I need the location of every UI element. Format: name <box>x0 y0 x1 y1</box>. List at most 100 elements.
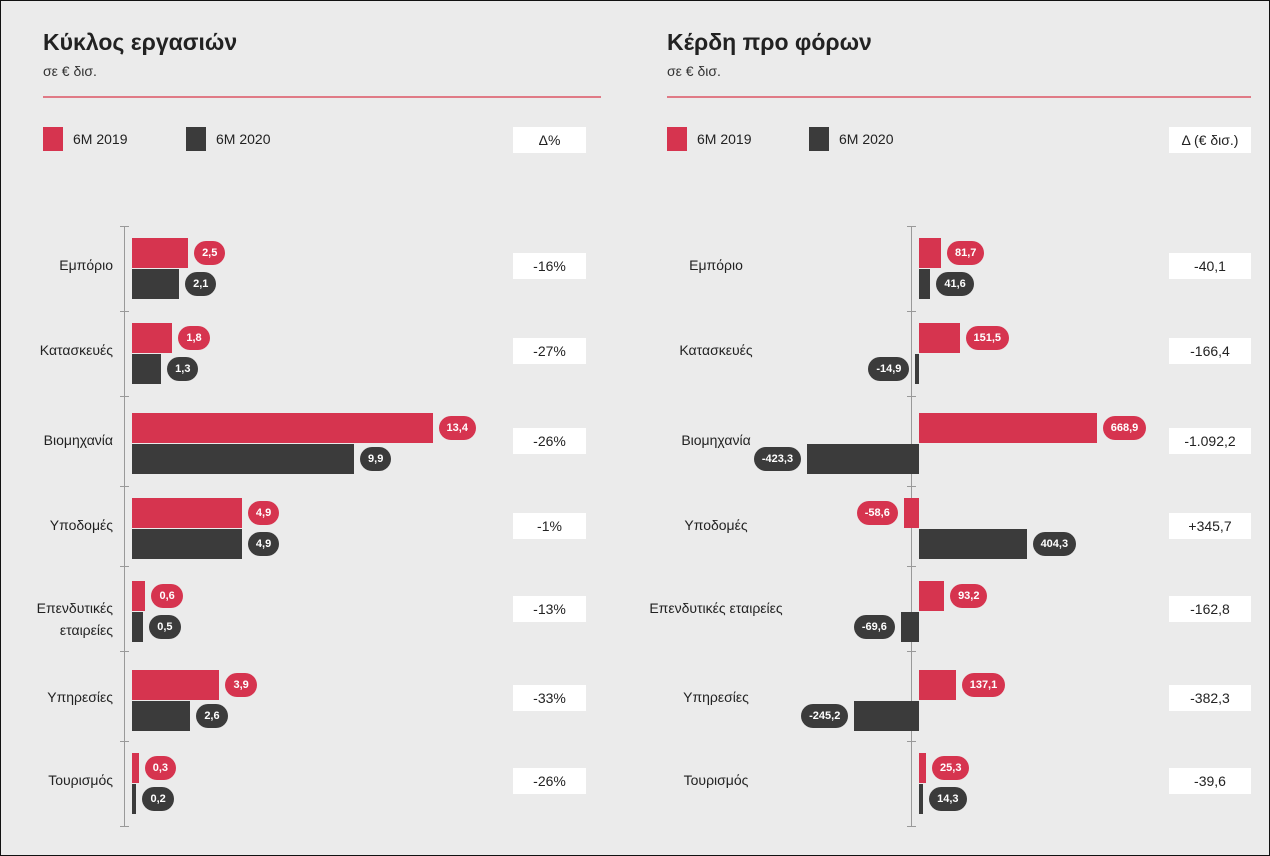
category-label: Βιομηχανία <box>43 432 113 448</box>
delta-box: -162,8 <box>1169 596 1251 622</box>
delta-box: -1.092,2 <box>1169 428 1251 454</box>
category-label: Υπηρεσίες <box>47 689 113 705</box>
value-label: -245,2 <box>801 704 849 728</box>
delta-box: -26% <box>513 428 586 454</box>
value-label: 2,6 <box>196 704 228 728</box>
value-label: 2,5 <box>194 241 226 265</box>
value-label: 4,9 <box>247 532 280 556</box>
value-label: 93,2 <box>950 584 988 608</box>
legend-label: 6M 2019 <box>73 131 128 147</box>
category-label: Υποδομές <box>684 517 748 533</box>
value-label: 151,5 <box>965 326 1010 350</box>
category-label: Υποδομές <box>49 517 113 533</box>
bar <box>132 753 139 783</box>
bar <box>919 581 945 611</box>
axis-tick <box>907 651 916 652</box>
chart-title: Κέρδη προ φόρων <box>667 29 872 55</box>
delta-box: -40,1 <box>1169 253 1251 279</box>
axis-tick <box>120 826 129 827</box>
axis-tick <box>120 311 129 312</box>
value-label: -14,9 <box>868 357 910 381</box>
bar <box>919 323 960 353</box>
delta-box: -26% <box>513 768 586 794</box>
category-label: Υπηρεσίες <box>683 689 749 705</box>
axis-tick <box>120 566 129 567</box>
category-label: Τουρισμός <box>48 772 113 788</box>
value-label: 137,1 <box>961 673 1006 697</box>
delta-box: -33% <box>513 685 586 711</box>
bar <box>919 238 941 268</box>
axis-tick <box>120 651 129 652</box>
bar <box>132 670 220 700</box>
bar <box>854 701 920 731</box>
bar <box>132 413 433 443</box>
value-label: 0,5 <box>149 615 181 639</box>
value-label: 404,3 <box>1032 532 1077 556</box>
value-label: 9,9 <box>360 447 392 471</box>
value-label: 4,9 <box>247 501 280 525</box>
bar <box>132 498 242 528</box>
delta-box: -13% <box>513 596 586 622</box>
delta-box: -166,4 <box>1169 338 1251 364</box>
delta-box: -382,3 <box>1169 685 1251 711</box>
bar <box>132 784 137 814</box>
bar <box>903 498 920 528</box>
axis-tick <box>907 486 916 487</box>
value-label: 668,9 <box>1102 416 1147 440</box>
legend-label: 6M 2019 <box>697 131 752 147</box>
delta-box: -1% <box>513 513 586 539</box>
value-label: 0,3 <box>144 756 177 780</box>
bar <box>919 784 924 814</box>
bar <box>919 670 956 700</box>
bar <box>919 753 927 783</box>
value-label: 1,3 <box>167 357 199 381</box>
bar <box>132 612 144 642</box>
bar <box>132 444 355 474</box>
delta-box: -16% <box>513 253 586 279</box>
value-label: 13,4 <box>438 416 476 440</box>
legend-swatch <box>809 127 829 151</box>
delta-header: Δ% <box>513 127 586 153</box>
bar <box>807 444 920 474</box>
delta-box: +345,7 <box>1169 513 1251 539</box>
axis-tick <box>907 566 916 567</box>
axis-tick <box>907 396 916 397</box>
delta-header: Δ (€ δισ.) <box>1169 127 1251 153</box>
legend-swatch <box>43 127 63 151</box>
category-label: Επενδυτικές εταιρείες <box>649 600 783 616</box>
title-rule <box>667 96 1251 98</box>
value-label: 41,6 <box>936 272 974 296</box>
bar <box>915 354 920 384</box>
chart-subtitle: σε € δισ. <box>43 63 97 79</box>
category-label: Εμπόριο <box>59 257 113 273</box>
value-label: 25,3 <box>932 756 970 780</box>
chart-title: Κύκλος εργασιών <box>43 29 238 55</box>
bar <box>132 581 146 611</box>
legend-swatch <box>186 127 206 151</box>
axis-tick <box>907 226 916 227</box>
value-label: 1,8 <box>178 326 210 350</box>
value-label: 0,6 <box>151 584 183 608</box>
category-label: Τουρισμός <box>683 772 749 788</box>
category-label: Επενδυτικές εταιρείες <box>36 600 113 638</box>
axis-tick <box>120 741 129 742</box>
value-label: -69,6 <box>853 615 895 639</box>
value-label: -423,3 <box>753 447 802 471</box>
legend-swatch <box>667 127 687 151</box>
value-label: -58,6 <box>856 501 898 525</box>
value-label: 81,7 <box>947 241 985 265</box>
value-label: 0,2 <box>142 787 174 811</box>
delta-box: -27% <box>513 338 586 364</box>
bar <box>132 701 191 731</box>
bar <box>132 269 180 299</box>
bar <box>132 529 242 559</box>
value-label: 2,1 <box>185 272 217 296</box>
category-label: Βιομηχανία <box>681 432 751 448</box>
axis-line <box>124 226 125 826</box>
value-label: 14,3 <box>929 787 967 811</box>
bar <box>919 529 1027 559</box>
bar <box>132 354 162 384</box>
bar <box>132 323 173 353</box>
axis-tick <box>120 396 129 397</box>
